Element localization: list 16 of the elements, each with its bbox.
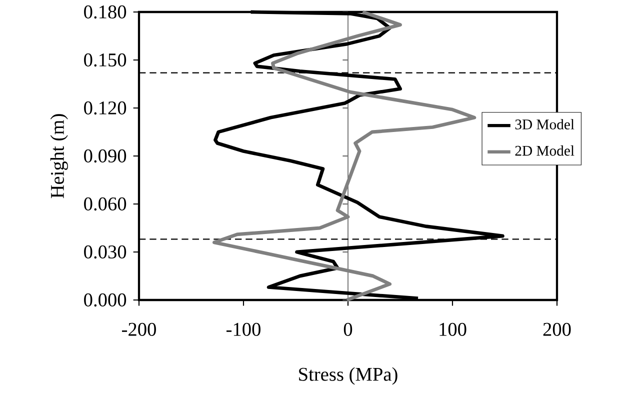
y-tick-label: 0.180 bbox=[84, 5, 126, 19]
x-axis-title: Stress (MPa) bbox=[299, 367, 398, 385]
x-tick-label: -200 bbox=[122, 322, 156, 336]
y-tick-label: 0.090 bbox=[84, 149, 126, 163]
legend-label: 2D Model bbox=[515, 145, 574, 156]
y-tick-label: 0.000 bbox=[84, 293, 126, 307]
x-tick-label: 100 bbox=[440, 322, 466, 336]
y-tick-label: 0.060 bbox=[84, 197, 126, 211]
y-tick-label: 0.150 bbox=[84, 53, 126, 67]
x-tick-label: 200 bbox=[543, 322, 571, 336]
x-tick-label: 0 bbox=[344, 322, 352, 336]
y-tick-label: 0.030 bbox=[84, 245, 126, 259]
y-axis-title: Height (m) bbox=[50, 114, 68, 198]
x-tick-label: -100 bbox=[226, 322, 260, 336]
legend-label: 3D Model bbox=[515, 119, 574, 130]
y-tick-label: 0.120 bbox=[84, 101, 126, 115]
